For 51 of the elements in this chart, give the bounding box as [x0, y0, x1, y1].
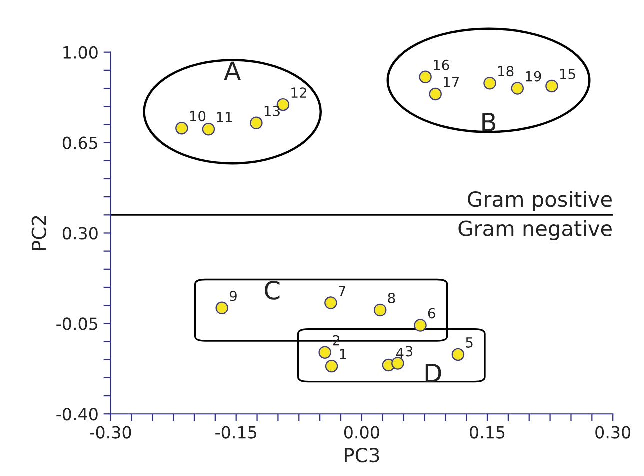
- annotation: 4: [396, 348, 404, 358]
- annotation: 10: [190, 111, 206, 122]
- annotation: A: [224, 62, 241, 80]
- annotation: 1: [340, 349, 346, 360]
- annotation: 13: [264, 106, 280, 116]
- annotation: 17: [444, 77, 460, 88]
- annotation: 18: [498, 66, 514, 77]
- x-tick-label: 0.15: [470, 426, 505, 439]
- annotation: 5: [466, 338, 473, 348]
- x-tick-label: -0.30: [90, 426, 132, 439]
- annotation: 8: [388, 292, 396, 304]
- y-tick-label: -0.05: [56, 318, 98, 330]
- point: [202, 123, 216, 136]
- x-tick-label: 0.00: [344, 426, 380, 439]
- y-tick-label: 1.00: [64, 46, 98, 59]
- y-tick-label: 0.65: [62, 136, 98, 150]
- annotation: D: [426, 364, 442, 382]
- point: [324, 296, 338, 310]
- annotation: 11: [217, 112, 232, 122]
- y-tick-label: 0.30: [62, 227, 98, 240]
- annotation: C: [265, 281, 280, 300]
- point: [216, 302, 228, 315]
- point: [374, 304, 387, 317]
- point: [511, 82, 524, 95]
- x-tick-label: 0.30: [596, 426, 631, 439]
- annotation: B: [482, 113, 496, 132]
- point: [452, 348, 465, 362]
- x-axis-title: PC3: [345, 448, 380, 463]
- point: [546, 80, 558, 93]
- point: [484, 77, 496, 90]
- annotation: 7: [339, 286, 346, 296]
- point: [392, 357, 404, 370]
- point: [250, 116, 263, 130]
- annotation: 6: [428, 308, 436, 319]
- annotation: 9: [230, 290, 237, 302]
- annotation: 3: [406, 346, 413, 357]
- annotation: 15: [560, 69, 576, 80]
- x-tick-label: -0.15: [216, 426, 256, 439]
- point: [325, 360, 338, 373]
- point: [414, 319, 427, 332]
- ref-line-label: Gram positive: [468, 191, 612, 212]
- point: [318, 346, 332, 359]
- y-tick-label: -0.40: [56, 408, 98, 421]
- annotation: 16: [434, 60, 450, 70]
- point: [429, 88, 442, 101]
- annotation: 19: [526, 71, 542, 82]
- annotation: 12: [292, 88, 306, 98]
- point: [419, 70, 432, 84]
- y-axis-title: PC2: [32, 216, 47, 250]
- annotation: Gram negative: [458, 220, 612, 240]
- point: [176, 122, 188, 135]
